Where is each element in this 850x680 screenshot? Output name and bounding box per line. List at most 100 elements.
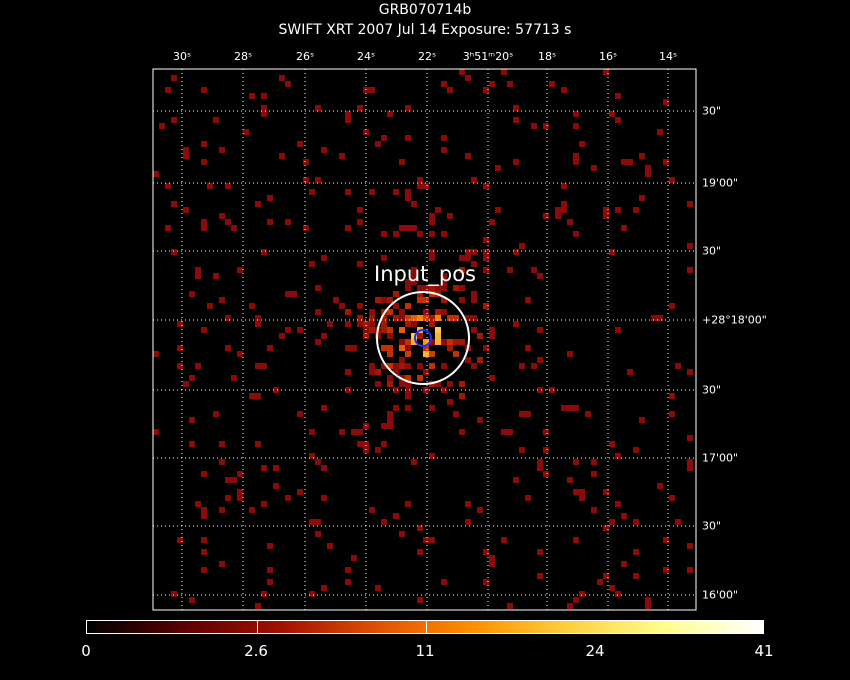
photon-pixel (249, 93, 255, 99)
photon-pixel (405, 387, 411, 393)
photon-pixel (483, 549, 489, 555)
photon-pixel (645, 597, 651, 603)
photon-pixel (363, 321, 369, 327)
photon-pixel (417, 525, 423, 531)
photon-pixel (309, 519, 315, 525)
photon-pixel (441, 339, 447, 345)
photon-pixel (249, 507, 255, 513)
photon-pixel (255, 201, 261, 207)
photon-pixel (441, 279, 447, 285)
photon-pixel (345, 321, 351, 327)
photon-pixel (477, 333, 483, 339)
photon-pixel (405, 345, 411, 351)
photon-pixel (237, 489, 243, 495)
photon-pixel (501, 429, 507, 435)
photon-pixel (219, 507, 225, 513)
photon-pixel (687, 243, 693, 249)
photon-pixel (531, 363, 537, 369)
photon-pixel (609, 441, 615, 447)
photon-pixel (417, 177, 423, 183)
colorbar-tick (426, 621, 427, 633)
photon-pixel (417, 333, 423, 339)
photon-pixel (399, 309, 405, 315)
photon-pixel (567, 603, 573, 609)
photon-pixel (333, 297, 339, 303)
photon-pixel (399, 159, 405, 165)
photon-pixel (465, 519, 471, 525)
photon-pixel (387, 345, 393, 351)
photon-pixel (489, 327, 495, 333)
photon-pixel (237, 495, 243, 501)
photon-pixel (171, 201, 177, 207)
photon-pixel (459, 255, 465, 261)
photon-pixel (567, 477, 573, 483)
photon-pixel (639, 153, 645, 159)
photon-pixel (255, 441, 261, 447)
photon-pixel (615, 453, 621, 459)
photon-pixel (225, 477, 231, 483)
photon-pixel (177, 537, 183, 543)
photon-pixel (267, 567, 273, 573)
photon-pixel (597, 579, 603, 585)
photon-pixel (501, 69, 507, 75)
photon-pixel (339, 153, 345, 159)
photon-pixel (393, 231, 399, 237)
photon-pixel (201, 87, 207, 93)
photon-pixel (513, 321, 519, 327)
photon-pixel (237, 471, 243, 477)
photon-pixel (609, 519, 615, 525)
photon-pixel (387, 351, 393, 357)
photon-pixel (177, 363, 183, 369)
photon-pixel (411, 339, 417, 345)
photon-pixel (345, 309, 351, 315)
photon-pixel (603, 207, 609, 213)
photon-pixel (471, 363, 477, 369)
photon-pixel (435, 207, 441, 213)
photon-pixel (399, 339, 405, 345)
photon-pixel (393, 369, 399, 375)
photon-pixel (537, 273, 543, 279)
photon-pixel (297, 141, 303, 147)
photon-pixel (483, 183, 489, 189)
photon-pixel (387, 327, 393, 333)
photon-pixel (327, 321, 333, 327)
photon-pixel (411, 279, 417, 285)
photon-pixel (195, 501, 201, 507)
photon-pixel (537, 357, 543, 363)
photon-pixel (585, 411, 591, 417)
photon-pixel (561, 183, 567, 189)
photon-pixel (249, 303, 255, 309)
photon-pixel (189, 441, 195, 447)
photon-pixel (423, 369, 429, 375)
photon-pixel (345, 579, 351, 585)
photon-pixel (441, 273, 447, 279)
photon-pixel (369, 189, 375, 195)
photon-pixel (549, 81, 555, 87)
position-marker-circle[interactable] (414, 329, 432, 347)
photon-pixel (351, 429, 357, 435)
photon-pixel (267, 219, 273, 225)
photon-pixel (639, 417, 645, 423)
photon-pixel (609, 111, 615, 117)
photon-pixel (399, 315, 405, 321)
photon-pixel (207, 183, 213, 189)
photon-pixel (447, 339, 453, 345)
photon-pixel (525, 297, 531, 303)
photon-pixel (483, 345, 489, 351)
source-region-circle[interactable] (376, 291, 470, 385)
photon-pixel (165, 87, 171, 93)
photon-pixel (435, 285, 441, 291)
photon-pixel (663, 99, 669, 105)
photon-pixel (213, 411, 219, 417)
photon-pixel (465, 255, 471, 261)
photon-pixel (369, 369, 375, 375)
photon-pixel (189, 417, 195, 423)
photon-pixel (171, 249, 177, 255)
photon-pixel (345, 369, 351, 375)
photon-pixel (201, 513, 207, 519)
photon-pixel (687, 459, 693, 465)
photon-pixel (549, 387, 555, 393)
photon-pixel (405, 321, 411, 327)
photon-pixel (459, 297, 465, 303)
photon-pixel (195, 273, 201, 279)
